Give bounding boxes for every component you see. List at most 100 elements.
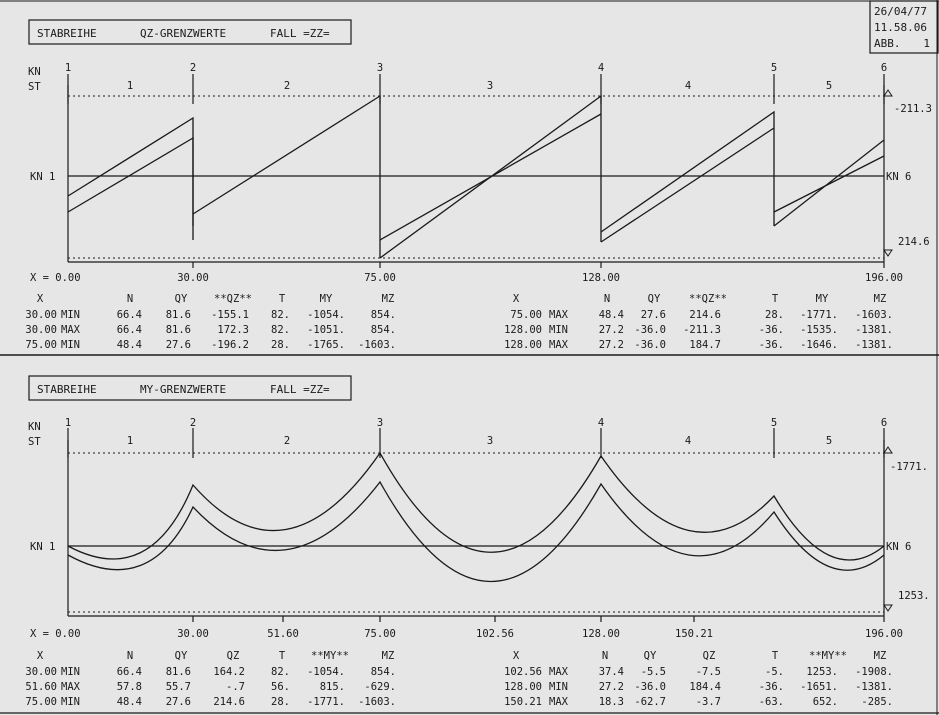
qz-subtitle: QZ-GRENZWERTE — [140, 27, 226, 40]
cell: -1051. — [307, 324, 345, 336]
my-span-5: 5 — [826, 435, 832, 447]
cell: 82. — [271, 309, 290, 321]
cell: MIN — [61, 309, 80, 321]
my-x-tick: 150.21 — [675, 628, 713, 640]
my-span-2: 2 — [284, 435, 290, 447]
qz-envelope — [67, 94, 885, 259]
qz-kn-label: KN — [28, 66, 41, 78]
cell: -1535. — [800, 324, 838, 336]
qz-tr-h-mz: MZ — [874, 293, 887, 305]
my-node-4: 4 — [598, 417, 604, 429]
cell: 652. — [813, 696, 838, 708]
cell: 81.6 — [166, 666, 191, 678]
cell: 27.6 — [641, 309, 666, 321]
cell: 1253. — [806, 666, 838, 678]
my-limit-markers: -1771. 1253. — [883, 446, 930, 612]
my-tl-h-qz: QZ — [227, 650, 240, 662]
qz-tr-h-x: X — [513, 293, 520, 305]
qz-tr-row: 75.00 MAX 48.4 27.6 214.6 28. -1771. -16… — [510, 309, 893, 321]
my-span-4: 4 — [685, 435, 691, 447]
qz-fall: FALL =ZZ= — [270, 27, 330, 40]
cell: 75.00 — [25, 696, 57, 708]
qz-node-6: 6 — [881, 62, 887, 74]
cell: 27.2 — [599, 339, 624, 351]
cell: 128.00 — [504, 681, 542, 693]
qz-x-tick: 30.00 — [177, 272, 209, 284]
my-bottom-value: 1253. — [898, 590, 930, 602]
cell: -7.5 — [696, 666, 721, 678]
qz-x-tick: 196.00 — [865, 272, 903, 284]
qz-tr-row: 128.00 MAX 27.2 -36.0 184.7 -36. -1646. … — [504, 339, 893, 351]
qz-node-2: 2 — [190, 62, 196, 74]
my-x-tick: 75.00 — [364, 628, 396, 640]
qz-span5-lower — [773, 155, 885, 213]
cell: 27.2 — [599, 681, 624, 693]
cell: MAX — [549, 696, 569, 708]
cell: 66.4 — [117, 324, 142, 336]
my-tr-row: 102.56 MAX 37.4 -5.5 -7.5 -5. 1253. -190… — [504, 666, 893, 678]
cell: 128.00 — [504, 339, 542, 351]
qz-x-prefix: X = 0.00 — [30, 272, 81, 284]
qz-span-numbers: 1 2 3 4 5 — [127, 80, 832, 92]
qz-top-value: -211.3 — [894, 103, 932, 115]
cell: MAX — [549, 309, 569, 321]
my-title-box — [28, 375, 352, 401]
cell: 82. — [271, 666, 290, 678]
cell: 854. — [371, 309, 396, 321]
cell: 75.00 — [510, 309, 542, 321]
qz-span-1: 1 — [127, 80, 133, 92]
my-top-value: -1771. — [890, 461, 928, 473]
cell: 48.4 — [599, 309, 624, 321]
my-x-tick-labels: 30.00 51.60 75.00 102.56 128.00 150.21 1… — [177, 628, 903, 640]
qz-tl-h-qz: **QZ** — [214, 293, 252, 305]
cell: 172.3 — [217, 324, 249, 336]
cell: -63. — [759, 696, 784, 708]
my-x-tick: 128.00 — [582, 628, 620, 640]
cell: 56. — [271, 681, 290, 693]
my-envelope-upper — [67, 451, 885, 561]
qz-limit-markers: -211.3 214.6 — [883, 89, 932, 257]
cell: 214.6 — [689, 309, 721, 321]
cell: 128.00 — [504, 324, 542, 336]
qz-tl-h-n: N — [127, 293, 133, 305]
cell: 66.4 — [117, 309, 142, 321]
qz-tl-h-x: X — [37, 293, 44, 305]
cell: -36. — [759, 324, 784, 336]
my-subtitle: MY-GRENZWERTE — [140, 383, 226, 396]
qz-table-left: X N QY **QZ** T MY MZ 30.00 MIN 66.4 81.… — [25, 293, 396, 351]
cell: MIN — [61, 666, 80, 678]
cell: -285. — [861, 696, 893, 708]
cell: 30.00 — [25, 666, 57, 678]
cell: MIN — [61, 696, 80, 708]
my-left-axis-label: KN 1 — [30, 541, 55, 553]
my-node-5: 5 — [771, 417, 777, 429]
qz-tr-h-t: T — [772, 293, 779, 305]
qz-tr-h-n: N — [604, 293, 610, 305]
stamp-time: 11.58.06 — [874, 21, 927, 34]
qz-node-5: 5 — [771, 62, 777, 74]
cell: 66.4 — [117, 666, 142, 678]
qz-tr-h-qz: **QZ** — [689, 293, 727, 305]
qz-bottom-value: 214.6 — [898, 236, 930, 248]
qz-x-tick: 128.00 — [582, 272, 620, 284]
my-tl-h-qy: QY — [175, 650, 188, 662]
cell: 214.6 — [213, 696, 245, 708]
cell: -5.5 — [641, 666, 666, 678]
cell: MAX — [61, 681, 81, 693]
qz-tl-h-t: T — [279, 293, 286, 305]
my-tl-h-mz: MZ — [382, 650, 395, 662]
qz-span2-upper — [192, 94, 381, 258]
cell: 27.2 — [599, 324, 624, 336]
my-x-tick: 51.60 — [267, 628, 299, 640]
qz-span4-lower — [600, 127, 775, 243]
qz-tr-row: 128.00 MIN 27.2 -36.0 -211.3 -36. -1535.… — [504, 324, 893, 336]
cell: 854. — [371, 666, 396, 678]
my-x-tick: 102.56 — [476, 628, 514, 640]
cell: -1908. — [855, 666, 893, 678]
qz-tr-h-my: MY — [816, 293, 829, 305]
cell: 37.4 — [599, 666, 624, 678]
cell: 27.6 — [166, 339, 191, 351]
cell: -155.1 — [211, 309, 249, 321]
qz-st-label: ST — [28, 81, 41, 93]
my-envelope-lower — [67, 480, 885, 583]
